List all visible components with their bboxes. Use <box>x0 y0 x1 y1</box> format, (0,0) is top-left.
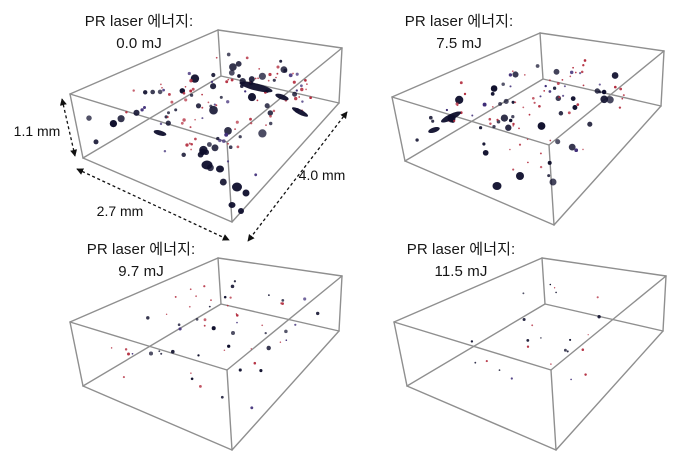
particle-streak <box>239 81 273 93</box>
particle-streak <box>232 182 242 192</box>
particle-streak <box>275 93 289 101</box>
dimension-arrow-height <box>59 98 78 157</box>
panel-label-energy-0: PR laser 에너지: 0.0 mJ <box>85 11 194 55</box>
dimension-arrow-length <box>247 111 348 242</box>
particle-streak <box>216 165 224 173</box>
particles-3 <box>470 283 601 381</box>
panel-label-line1: PR laser 에너지: <box>86 241 196 258</box>
particle-streak <box>153 130 167 136</box>
particle-streak <box>291 107 309 117</box>
panel-box-3 <box>393 257 667 451</box>
particle-streak <box>441 111 461 123</box>
particle-streak <box>492 182 502 190</box>
panel-label-line2: 11.5 mJ <box>434 263 488 280</box>
panel-label-energy-1: PR laser 에너지: 7.5 mJ <box>405 11 514 55</box>
particle-streak <box>201 160 213 170</box>
panel-label-line2: 7.5 mJ <box>436 35 482 52</box>
panel-box-2 <box>69 257 343 451</box>
panel-label-line1: PR laser 에너지: <box>406 241 516 258</box>
panel-label-energy-2: PR laser 에너지: 9.7 mJ <box>87 239 196 283</box>
particle-streak <box>516 172 524 180</box>
dimension-label-length: 4.0 mm <box>298 167 346 183</box>
panel-label-energy-3: PR laser 에너지: 11.5 mJ <box>407 239 516 283</box>
particle-streak <box>242 189 250 197</box>
panel-label-line1: PR laser 에너지: <box>84 13 194 30</box>
particle-streak <box>238 208 244 214</box>
particle-streak <box>228 202 236 208</box>
panel-label-line1: PR laser 에너지: <box>404 13 514 30</box>
particles-1 <box>415 59 625 190</box>
dimension-label-height: 1.1 mm <box>13 123 61 139</box>
panel-label-line2: 9.7 mJ <box>118 263 164 280</box>
particles-2 <box>110 280 320 410</box>
particle-streak <box>428 126 440 134</box>
dimension-label-depth: 2.7 mm <box>96 203 144 219</box>
panel-label-line2: 0.0 mJ <box>116 35 162 52</box>
